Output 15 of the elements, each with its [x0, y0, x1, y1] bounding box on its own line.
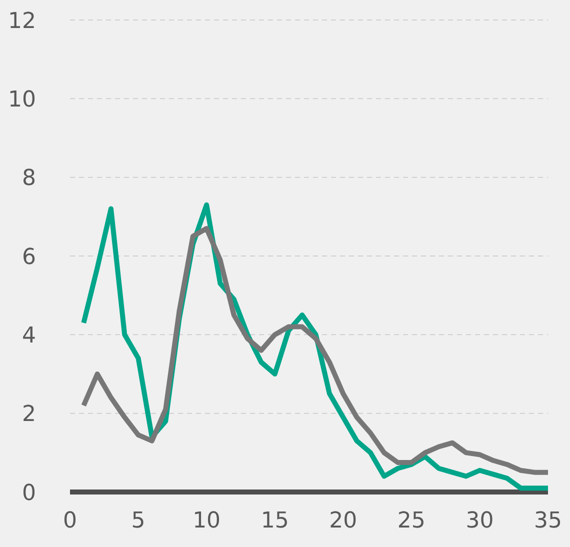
y-tick-label: 8 [22, 166, 36, 192]
y-tick-label: 12 [8, 8, 36, 34]
y-tick-label: 4 [22, 323, 36, 348]
x-tick-label: 30 [466, 508, 494, 534]
y-tick-label: 6 [22, 244, 36, 270]
x-tick-label: 15 [260, 508, 289, 534]
x-tick-label: 25 [397, 508, 426, 534]
x-tick-label: 35 [534, 508, 562, 534]
x-tick-label: 20 [329, 508, 358, 534]
x-tick-label: 5 [131, 508, 146, 534]
y-tick-label: 2 [22, 402, 36, 428]
x-tick-label: 0 [63, 508, 77, 534]
x-tick-label: 10 [192, 508, 221, 534]
y-tick-label: 0 [22, 480, 36, 506]
y-tick-label: 10 [8, 87, 36, 112]
